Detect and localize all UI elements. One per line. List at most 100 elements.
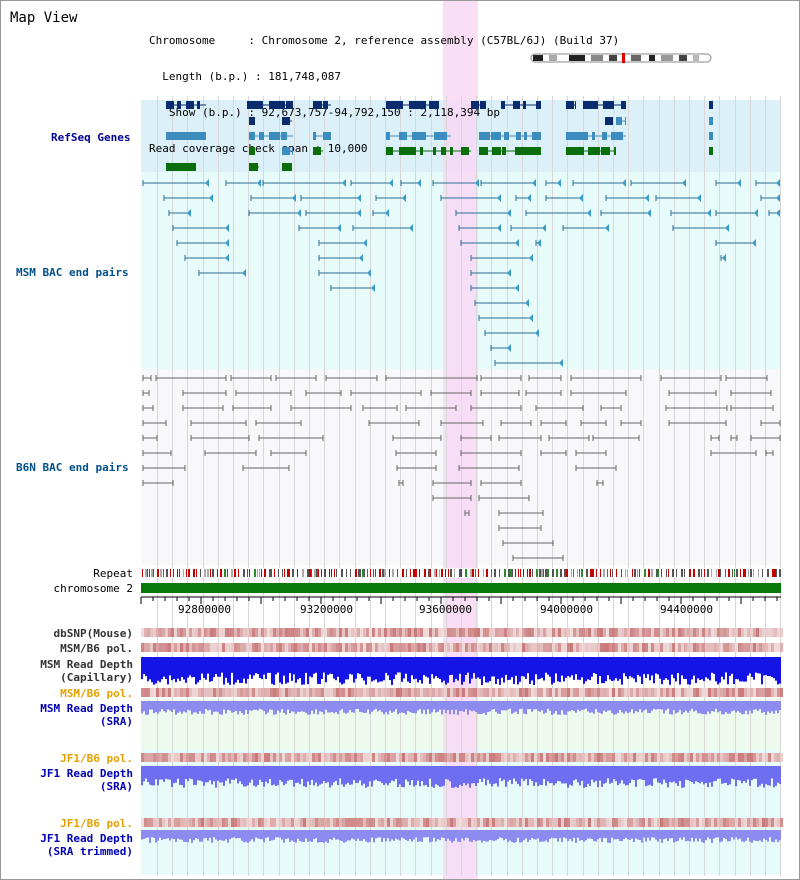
read-depth-bar <box>667 657 669 680</box>
read-depth-bar <box>575 766 577 780</box>
dbsnp-density-cell <box>705 628 708 637</box>
read-depth-bar <box>361 701 363 713</box>
polymorphism-cell <box>612 753 615 762</box>
dbsnp-density-cell <box>681 628 684 637</box>
read-depth-bar <box>419 830 421 842</box>
polymorphism-cell <box>234 688 237 697</box>
polymorphism-cell <box>321 688 324 697</box>
read-depth-bar <box>607 766 609 779</box>
polymorphism-cell <box>447 643 450 652</box>
read-depth-bar <box>315 766 317 783</box>
read-depth-bar <box>277 701 279 711</box>
polymorphism-cell <box>291 688 294 697</box>
repeat-mark <box>153 569 154 577</box>
gene-exon <box>443 132 446 140</box>
read-depth-bar <box>731 830 733 838</box>
track-label-b6n-bac: B6N BAC end pairs <box>16 461 129 474</box>
dbsnp-density-cell <box>390 628 393 637</box>
polymorphism-cell <box>708 643 711 652</box>
dbsnp-density-cell <box>489 628 492 637</box>
gene-exon <box>434 132 447 140</box>
polymorphism-cell <box>150 818 153 827</box>
read-depth-bar <box>675 657 677 682</box>
read-depth-bar <box>501 701 503 711</box>
read-depth-bar <box>583 657 585 684</box>
dbsnp-density-cell <box>762 628 765 637</box>
read-depth-bar <box>227 830 229 843</box>
gene-exon <box>269 101 279 109</box>
repeat-mark <box>745 569 746 577</box>
read-depth-bar <box>665 830 667 839</box>
read-depth-bar <box>497 830 499 840</box>
read-depth-bar <box>261 657 263 680</box>
read-depth-bar <box>685 766 687 780</box>
polymorphism-cell <box>189 643 192 652</box>
read-depth-bar <box>513 701 515 713</box>
polymorphism-cell <box>372 688 375 697</box>
read-depth-bar <box>667 766 669 788</box>
polymorphism-cell <box>537 688 540 697</box>
read-depth-bar <box>181 766 183 786</box>
read-depth-bar <box>155 657 157 684</box>
read-depth-bar <box>391 766 393 781</box>
read-depth-bar <box>357 657 359 674</box>
read-depth-bar <box>427 766 429 788</box>
read-depth-bar <box>269 830 271 842</box>
polymorphism-cell <box>747 643 750 652</box>
read-depth-bar <box>279 766 281 781</box>
read-depth-bar <box>667 701 669 709</box>
polymorphism-cell <box>219 753 222 762</box>
read-depth-bar <box>537 701 539 711</box>
read-depth-bar <box>445 766 447 780</box>
dbsnp-density-cell <box>720 628 723 637</box>
read-depth-bar <box>243 766 245 787</box>
chromosome-ideogram[interactable] <box>530 53 712 63</box>
read-depth-bar <box>241 830 243 841</box>
bac-pair-end-arrow <box>752 239 756 247</box>
read-depth-bar <box>477 701 479 714</box>
grid-line <box>628 96 629 876</box>
read-depth-bar <box>433 657 435 679</box>
read-depth-bar <box>257 701 259 711</box>
dbsnp-density-cell <box>684 628 687 637</box>
read-depth-bar <box>447 766 449 780</box>
read-depth-bar <box>251 657 253 679</box>
read-depth-bar <box>197 766 199 781</box>
read-depth-bar <box>743 830 745 843</box>
polymorphism-cell <box>438 753 441 762</box>
read-depth-bar <box>503 701 505 711</box>
read-depth-bar <box>209 766 211 781</box>
polymorphism-cell <box>183 688 186 697</box>
polymorphism-cell <box>174 753 177 762</box>
dbsnp-density-cell <box>240 628 243 637</box>
repeat-mark <box>734 569 735 577</box>
read-depth-bar <box>405 657 407 674</box>
gene-exon <box>192 132 203 140</box>
repeat-mark <box>382 569 384 577</box>
read-depth-bar <box>239 701 241 712</box>
read-depth-bar <box>725 766 727 783</box>
read-depth-bar <box>247 657 249 679</box>
grid-line <box>370 96 371 876</box>
read-depth-bar <box>699 657 701 681</box>
read-depth-bar <box>487 657 489 683</box>
read-depth-bar <box>189 830 191 839</box>
read-depth-bar <box>575 701 577 713</box>
polymorphism-cell <box>690 643 693 652</box>
repeat-mark <box>668 569 669 577</box>
read-depth-bar <box>389 701 391 711</box>
grid-line <box>400 96 401 876</box>
read-depth-bar <box>743 701 745 715</box>
polymorphism-cell <box>333 753 336 762</box>
read-depth-bar <box>219 657 221 677</box>
read-depth-bar <box>285 657 287 684</box>
read-depth-bar <box>169 701 171 711</box>
read-depth-bar <box>379 701 381 711</box>
polymorphism-cell <box>768 643 771 652</box>
read-depth-bar <box>585 701 587 709</box>
gene-exon <box>492 147 501 155</box>
dbsnp-density-cell <box>573 628 576 637</box>
dbsnp-density-cell <box>279 628 282 637</box>
polymorphism-cell <box>672 643 675 652</box>
polymorphism-cell <box>696 753 699 762</box>
